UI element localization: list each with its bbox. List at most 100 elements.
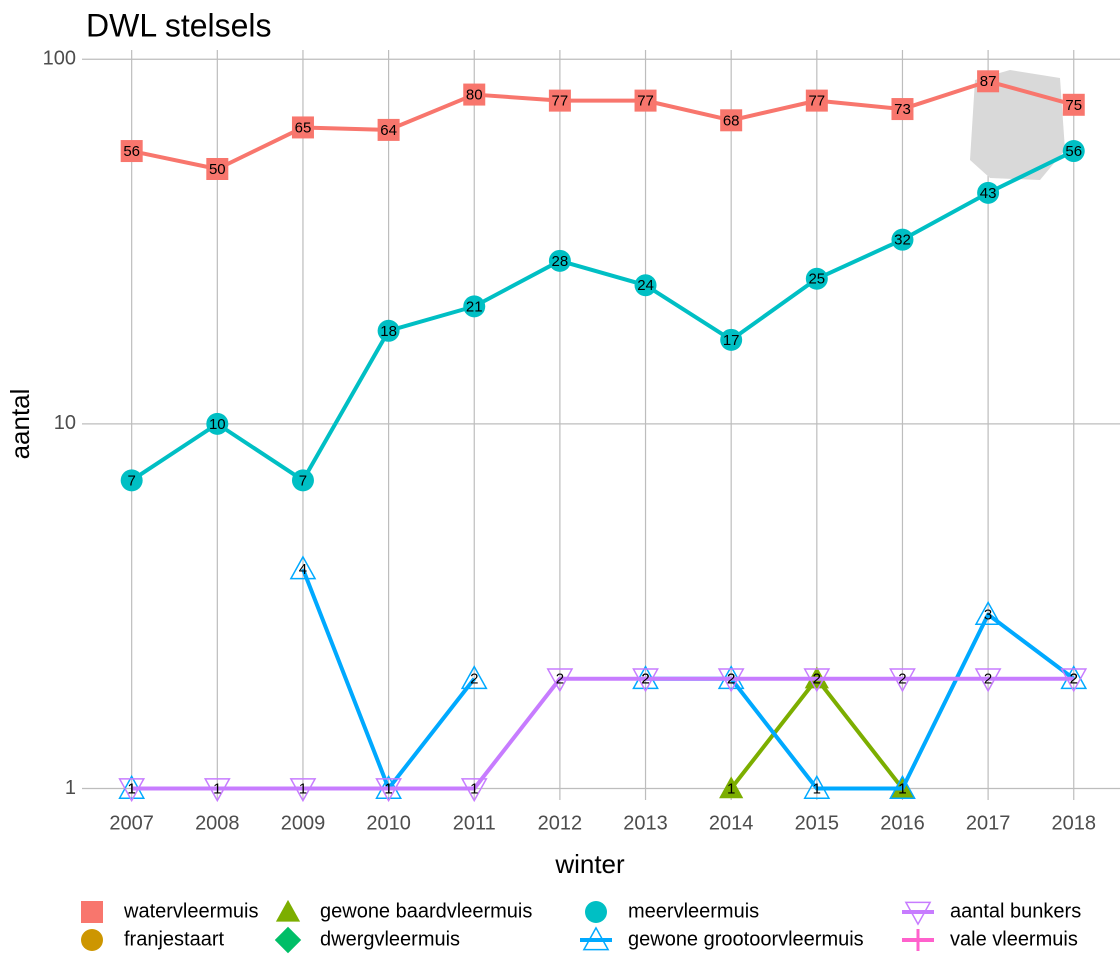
grid bbox=[82, 50, 1120, 800]
data-label: 50 bbox=[209, 161, 226, 178]
x-tick-label: 2009 bbox=[281, 812, 326, 834]
legend-item: meervleermuis bbox=[585, 900, 759, 923]
series-line bbox=[131, 79, 1075, 171]
data-label: 1 bbox=[898, 780, 906, 797]
data-label: 2 bbox=[984, 671, 992, 688]
data-label: 18 bbox=[380, 323, 397, 340]
legend-item: vale vleermuis bbox=[902, 928, 1078, 951]
marker bbox=[546, 668, 574, 693]
data-label: 10 bbox=[209, 416, 226, 433]
marker bbox=[81, 929, 103, 951]
marker bbox=[120, 469, 143, 492]
marker bbox=[805, 89, 828, 112]
marker bbox=[803, 668, 831, 693]
legend-item: watervleermuis bbox=[81, 900, 258, 923]
x-tick-label: 2015 bbox=[795, 812, 840, 834]
x-tick-label: 2011 bbox=[453, 812, 496, 834]
legend-label: watervleermuis bbox=[123, 900, 258, 922]
legend-label: vale vleermuis bbox=[950, 928, 1078, 950]
marker bbox=[275, 899, 301, 922]
data-label: 1 bbox=[384, 780, 392, 797]
marker bbox=[977, 70, 1000, 93]
y-tick-label: 10 bbox=[54, 412, 76, 434]
marker bbox=[977, 181, 1000, 204]
series-line bbox=[131, 676, 1074, 791]
marker bbox=[719, 776, 744, 799]
data-label: 17 bbox=[723, 332, 740, 349]
marker bbox=[634, 274, 657, 297]
data-label: 21 bbox=[466, 298, 483, 315]
marker bbox=[889, 668, 916, 693]
marker bbox=[907, 929, 929, 951]
marker bbox=[274, 926, 302, 954]
data-label: 2 bbox=[1070, 671, 1078, 688]
x-tick-label: 2008 bbox=[195, 812, 240, 834]
data-label: 56 bbox=[123, 143, 140, 160]
x-tick-label: 2012 bbox=[538, 812, 583, 834]
data-label: 7 bbox=[299, 472, 307, 489]
data-label: 2 bbox=[556, 671, 564, 688]
marker bbox=[548, 249, 571, 272]
legend-label: meervleermuis bbox=[628, 900, 759, 922]
marker bbox=[889, 774, 916, 799]
data-label: 2 bbox=[727, 671, 735, 688]
x-tick-label: 2007 bbox=[109, 812, 154, 834]
marker bbox=[1060, 668, 1088, 693]
data-label: 77 bbox=[808, 93, 825, 110]
data-label: 1 bbox=[813, 780, 821, 797]
data-label: 3 bbox=[984, 606, 992, 623]
y-tick-label: 1 bbox=[65, 777, 76, 799]
marker bbox=[463, 295, 486, 318]
marker bbox=[460, 778, 488, 803]
y-axis-title: aantal bbox=[5, 389, 35, 460]
data-label: 32 bbox=[894, 232, 911, 249]
marker bbox=[803, 774, 831, 799]
legend-label: franjestaart bbox=[124, 928, 224, 950]
data-label: 77 bbox=[552, 93, 569, 110]
marker bbox=[548, 89, 571, 112]
data-label: 65 bbox=[295, 119, 312, 136]
marker bbox=[120, 140, 143, 163]
data-label: 1 bbox=[128, 780, 136, 797]
data-label: 43 bbox=[980, 185, 997, 202]
marker bbox=[974, 668, 1002, 693]
marker bbox=[632, 668, 659, 693]
data-label: 25 bbox=[808, 271, 825, 288]
data-label: 1 bbox=[727, 780, 735, 797]
marker bbox=[717, 668, 745, 693]
marker bbox=[118, 778, 146, 803]
marker bbox=[206, 412, 229, 435]
marker bbox=[81, 901, 103, 923]
data-label: 73 bbox=[894, 101, 911, 118]
marker bbox=[805, 267, 828, 290]
x-tick-label: 2010 bbox=[366, 812, 411, 834]
marker bbox=[289, 555, 317, 580]
marker bbox=[289, 778, 317, 803]
data-label: 56 bbox=[1065, 143, 1082, 160]
legend-item: dwergvleermuis bbox=[274, 926, 460, 954]
data-label: 1 bbox=[299, 780, 307, 797]
y-tick-label: 100 bbox=[43, 48, 76, 70]
marker bbox=[375, 778, 402, 803]
legend-label: aantal bunkers bbox=[950, 900, 1081, 922]
legend-label: gewone baardvleermuis bbox=[320, 900, 532, 922]
marker bbox=[1062, 93, 1085, 116]
data-label: 7 bbox=[128, 472, 136, 489]
data-label: 2 bbox=[470, 671, 478, 688]
data-label: 80 bbox=[466, 87, 483, 104]
marker bbox=[206, 157, 229, 180]
marker bbox=[585, 901, 607, 923]
legend-item: gewone grootoorvleermuis bbox=[580, 926, 864, 951]
x-tick-label: 2017 bbox=[966, 812, 1011, 834]
x-axis-title: winter bbox=[554, 849, 625, 879]
x-tick-label: 2014 bbox=[709, 812, 754, 834]
legend-label: gewone grootoorvleermuis bbox=[628, 928, 864, 950]
legend-label: dwergvleermuis bbox=[320, 928, 460, 950]
data-label: 64 bbox=[380, 122, 397, 139]
data-label: 87 bbox=[980, 73, 997, 90]
legend-item: aantal bunkers bbox=[902, 900, 1081, 926]
data-label: 68 bbox=[723, 112, 740, 129]
data-label: 2 bbox=[898, 671, 906, 688]
x-tick-label: 2016 bbox=[880, 812, 925, 834]
